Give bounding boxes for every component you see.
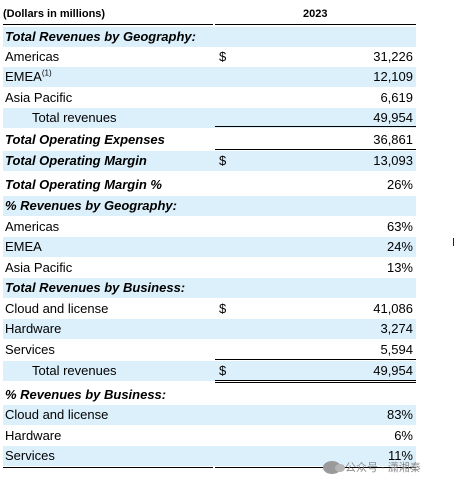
row-label: Total Revenues by Geography: (5, 29, 196, 44)
table-row: Americas 63% (3, 217, 416, 237)
table-row: Total Operating Margin $13,093 (3, 151, 416, 171)
row-label: Americas (5, 219, 60, 234)
row-value: 63% (386, 219, 413, 234)
footnote-marker: (1) (41, 68, 52, 78)
table-row: Total revenues 49,954 (3, 108, 416, 128)
value-rule (215, 382, 416, 383)
table-row: % Revenues by Geography: (3, 196, 416, 216)
row-label: Services (5, 342, 55, 357)
table-row: Asia Pacific 6,619 (3, 88, 416, 108)
row-label: Total revenues (32, 110, 117, 125)
row-label: Total Revenues by Business: (5, 280, 186, 295)
table-row: Services 5,594 (3, 340, 416, 360)
row-label: Cloud and license (5, 301, 109, 316)
row-value: 12,109 (373, 69, 413, 84)
row-value: 49,954 (373, 110, 413, 125)
row-value: 11% (387, 448, 413, 463)
table-row: Americas $31,226 (3, 47, 416, 67)
currency-symbol: $ (219, 363, 227, 378)
value-rule (215, 380, 416, 381)
table-row: % Revenues by Business: (3, 385, 416, 405)
row-label: Hardware (5, 321, 62, 336)
row-label: Total Operating Margin % (5, 177, 162, 192)
table-row: Hardware 6% (3, 426, 416, 446)
row-label: Services (5, 448, 55, 463)
table-header-title: (Dollars in millions) (3, 8, 106, 20)
wechat-icon (323, 460, 345, 474)
row-label: % Revenues by Geography: (5, 198, 177, 213)
row-label: EMEA(1) (5, 68, 52, 84)
table-row: EMEA 24% (3, 237, 416, 257)
row-value: 5,594 (380, 342, 413, 357)
row-label: % Revenues by Business: (5, 387, 167, 402)
watermark: 公众号 · 潇湘秦 (323, 459, 421, 475)
table-row: EMEA(1) 12,109 (3, 67, 416, 87)
header-rule (3, 24, 213, 25)
row-label: EMEA (5, 239, 42, 254)
row-label: Americas (5, 49, 60, 64)
row-value: 3,274 (380, 321, 413, 336)
value-rule (215, 467, 416, 468)
value-rule (215, 149, 416, 150)
row-label: Cloud and license (5, 407, 109, 422)
row-value: 31,226 (373, 49, 413, 64)
row-value: 13% (386, 260, 413, 275)
value-rule (215, 126, 416, 127)
currency-symbol: $ (219, 49, 227, 64)
row-value: 6,619 (380, 90, 413, 105)
table-row: Total Revenues by Business: (3, 278, 416, 298)
row-value: 36,861 (373, 132, 413, 147)
row-value: 24% (386, 239, 413, 254)
table-row: Cloud and license $41,086 (3, 299, 416, 319)
row-value: 26% (386, 177, 413, 192)
row-label: Total revenues (32, 363, 117, 378)
row-value: 13,093 (373, 153, 413, 168)
currency-symbol: $ (219, 153, 227, 168)
table-header-year: 2023 (303, 8, 328, 20)
table-row: Services 11% (3, 446, 416, 466)
table-row: Total Revenues by Geography: (3, 27, 416, 47)
row-label: Total Operating Margin (5, 153, 147, 168)
row-label: Asia Pacific (5, 260, 73, 275)
row-label: Total Operating Expenses (5, 132, 165, 147)
table-row: Total Operating Margin % 26% (3, 175, 416, 195)
table-row: Cloud and license 83% (3, 405, 416, 425)
table-row: Total revenues $49,954 (3, 361, 416, 381)
header-rule-year (215, 24, 416, 25)
row-value: 83% (386, 407, 413, 422)
row-value: 41,086 (373, 301, 413, 316)
scroll-edge-mark (453, 238, 454, 246)
row-value: 6% (394, 428, 413, 443)
row-label: Hardware (5, 428, 62, 443)
row-value: 49,954 (373, 363, 413, 378)
table-row: Total Operating Expenses 36,861 (3, 130, 416, 150)
value-rule (215, 359, 416, 360)
table-row: Hardware 3,274 (3, 319, 416, 339)
table-bottom-rule (3, 467, 213, 468)
currency-symbol: $ (219, 301, 227, 316)
watermark-text: 公众号 · 潇湘秦 (345, 462, 421, 474)
table-row: Asia Pacific 13% (3, 258, 416, 278)
row-label: Asia Pacific (5, 90, 73, 105)
